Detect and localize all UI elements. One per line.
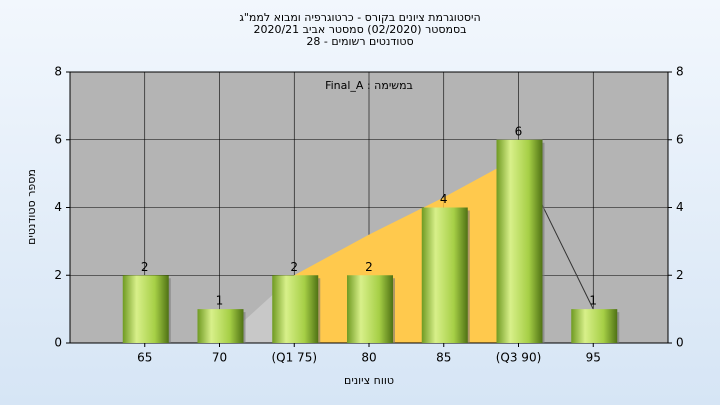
value-label: 4 <box>440 192 448 206</box>
value-label: 2 <box>365 260 373 274</box>
x-tick-label: 95 <box>586 351 601 365</box>
x-tick-label: (Q3 90) <box>496 351 542 365</box>
bar <box>421 207 468 343</box>
y-axis-label: מספר סטודנטים <box>25 169 38 245</box>
title-line: היסטוגרמת ציונים בקורס - כרטוגרפיה ומבוא… <box>239 11 480 24</box>
bar <box>197 309 244 343</box>
value-label: 1 <box>589 294 597 308</box>
x-tick-label: 70 <box>212 351 227 365</box>
bar <box>571 309 618 343</box>
y2-tick-label: 6 <box>676 132 684 146</box>
y-tick-label: 8 <box>54 65 62 79</box>
value-label: 1 <box>216 294 224 308</box>
y2-tick-label: 4 <box>676 200 684 214</box>
value-label: 2 <box>290 260 298 274</box>
x-axis-label: טווח ציונים <box>344 374 394 387</box>
bar <box>347 275 393 343</box>
title-line: סטודנטים רשומים - 28 <box>306 35 413 48</box>
y2-tick-label: 8 <box>676 65 684 79</box>
y2-tick-label: 0 <box>676 336 684 350</box>
y2-tick-label: 2 <box>676 268 684 282</box>
bar <box>122 275 169 343</box>
y-tick-label: 2 <box>54 268 62 282</box>
y-tick-label: 0 <box>54 336 62 350</box>
value-label: 6 <box>515 124 523 138</box>
x-tick-label: 65 <box>137 351 152 365</box>
x-tick-label: 80 <box>361 351 376 365</box>
y-tick-label: 4 <box>54 200 62 214</box>
value-label: 2 <box>141 260 149 274</box>
x-tick-label: 85 <box>436 351 451 365</box>
bar <box>272 275 319 343</box>
y-tick-label: 6 <box>54 132 62 146</box>
x-tick-label: (Q1 75) <box>271 351 317 365</box>
title-line: בסמסטר (02/2020) סמסטר אביב 2020/21 <box>253 23 466 36</box>
bar <box>496 139 543 343</box>
